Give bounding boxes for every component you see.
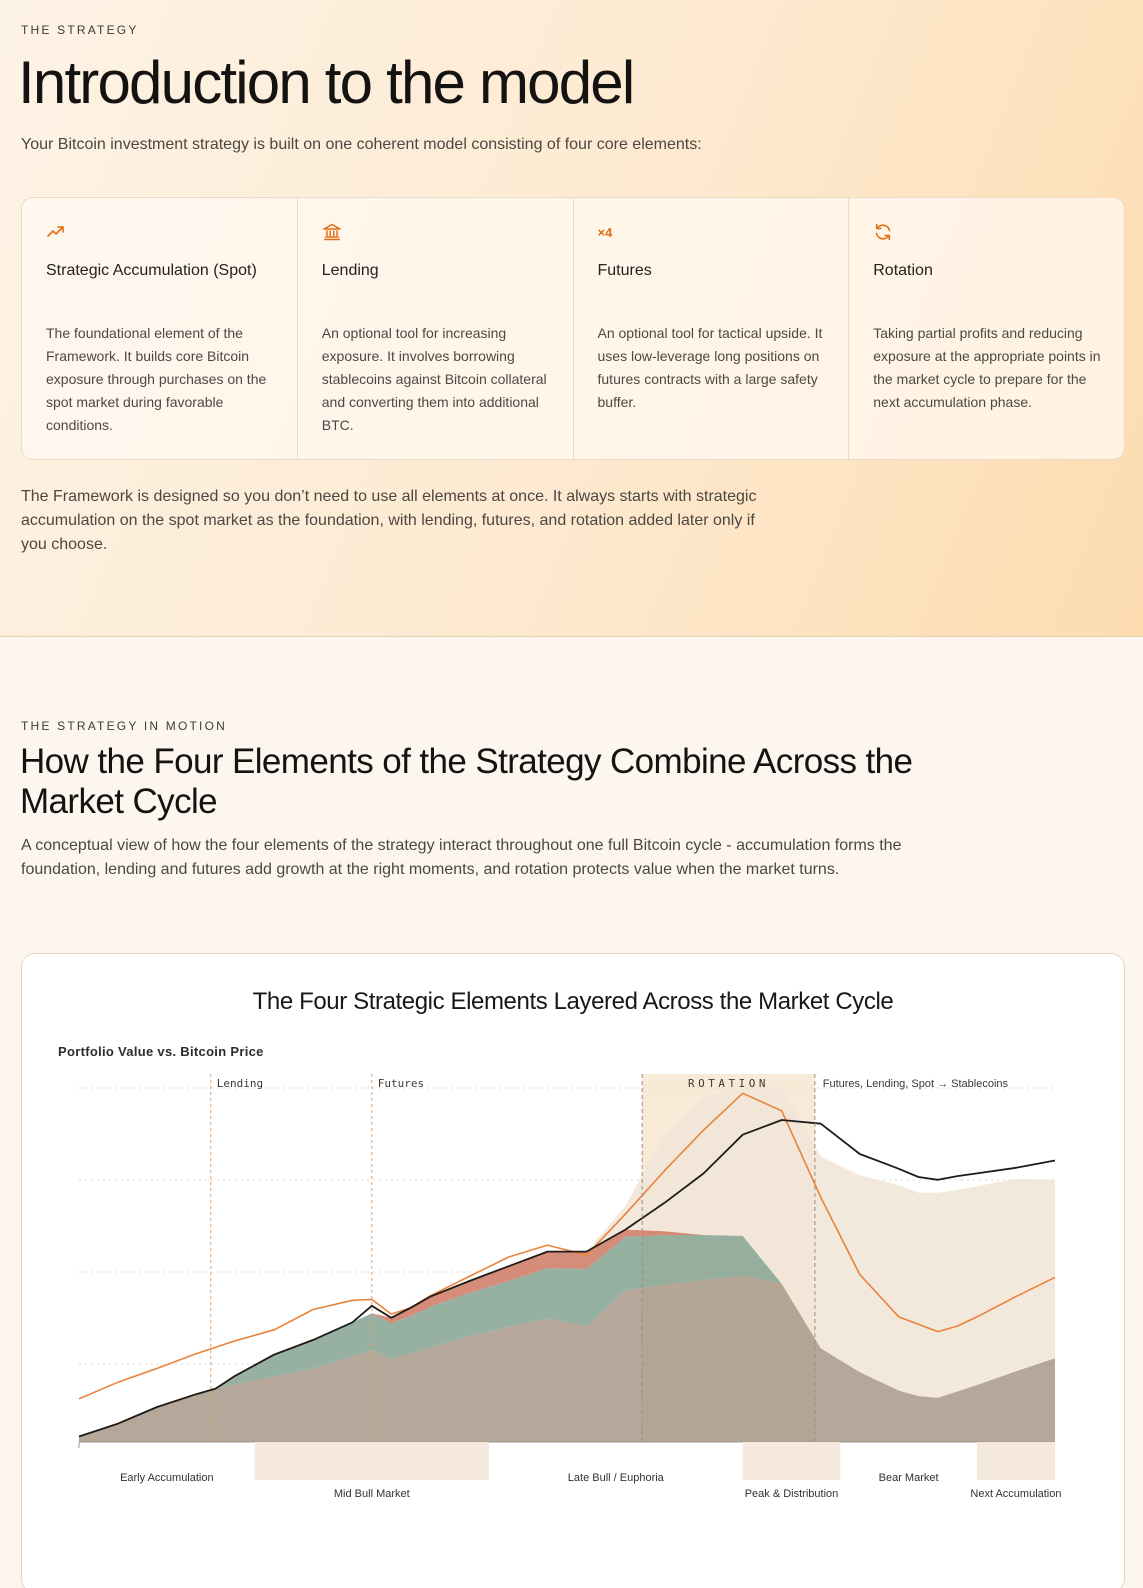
element-card-text: An optional tool for increasing exposure…	[321, 325, 547, 433]
element-card-lending: Lending An optional tool for increasing …	[298, 198, 574, 459]
motion-title: How the Four Elements of the Strategy Co…	[20, 742, 913, 821]
element-card-title: Lending	[321, 262, 379, 279]
phase-label: Late Bull / Euphoria	[568, 1472, 665, 1484]
stablecoins-annotation: Futures, Lending, Spot → Stablecoins	[823, 1078, 1009, 1090]
cycle-chart: Lending Futures ROTATION Futures, Lending, …	[78, 1074, 1062, 1500]
portfolio-value-line	[78, 1119, 1056, 1438]
element-card-text: An optional tool for tactical upside. It…	[597, 325, 823, 410]
chart-title: The Four Strategic Elements Layered Acro…	[252, 988, 894, 1015]
chart-subtitle: Portfolio Value vs. Bitcoin Price	[58, 1044, 264, 1059]
phase-label: Mid Bull Market	[334, 1488, 410, 1500]
phase-label: Peak & Distribution	[745, 1488, 839, 1500]
intro-section: THE STRATEGY Introduction to the model Y…	[0, 0, 1143, 637]
intro-title: Introduction to the model	[18, 49, 635, 116]
chart-card: The Four Strategic Elements Layered Acro…	[21, 953, 1125, 1588]
phase-band	[254, 1442, 489, 1480]
phase-label: Next Accumulation	[970, 1488, 1061, 1500]
area-spot	[79, 1275, 1055, 1442]
intro-lead: Your Bitcoin investment strategy is buil…	[21, 136, 702, 153]
refresh-icon	[873, 222, 893, 242]
leverage-x4-icon: ×4	[597, 224, 613, 240]
motion-eyebrow: THE STRATEGY IN MOTION	[21, 719, 227, 733]
motion-lead: A conceptual view of how the four elemen…	[21, 837, 902, 878]
intro-eyebrow: THE STRATEGY	[21, 23, 139, 37]
rotation-label: ROTATION	[688, 1077, 769, 1090]
element-card-spot: Strategic Accumulation (Spot) The founda…	[22, 198, 298, 459]
area-lending	[79, 1235, 1055, 1437]
framework-note: The Framework is designed so you don’t n…	[21, 488, 757, 553]
element-card-title: Futures	[597, 262, 652, 279]
element-card-title: Strategic Accumulation (Spot)	[46, 262, 257, 279]
element-card-rotation: Rotation Taking partial profits and redu…	[849, 198, 1124, 459]
element-card-futures: ×4 Futures An optional tool for tactical…	[574, 198, 850, 459]
bank-icon	[322, 222, 342, 242]
element-card-title: Rotation	[873, 262, 933, 279]
element-card-text: Taking partial profits and reducing expo…	[873, 325, 1101, 410]
phase-band	[742, 1442, 841, 1480]
area-stablecoins	[79, 1084, 1055, 1437]
element-card-text: The foundational element of the Framewor…	[46, 325, 267, 433]
phase-label: Early Accumulation	[120, 1472, 214, 1484]
phase-label: Bear Market	[879, 1472, 939, 1484]
elements-cards: Strategic Accumulation (Spot) The founda…	[21, 197, 1125, 460]
annotation-lending: Lending	[217, 1077, 263, 1090]
annotation-futures: Futures	[378, 1077, 424, 1090]
phase-band	[976, 1442, 1055, 1480]
trending-up-icon	[46, 222, 66, 242]
bitcoin-price-line	[78, 1092, 1056, 1400]
